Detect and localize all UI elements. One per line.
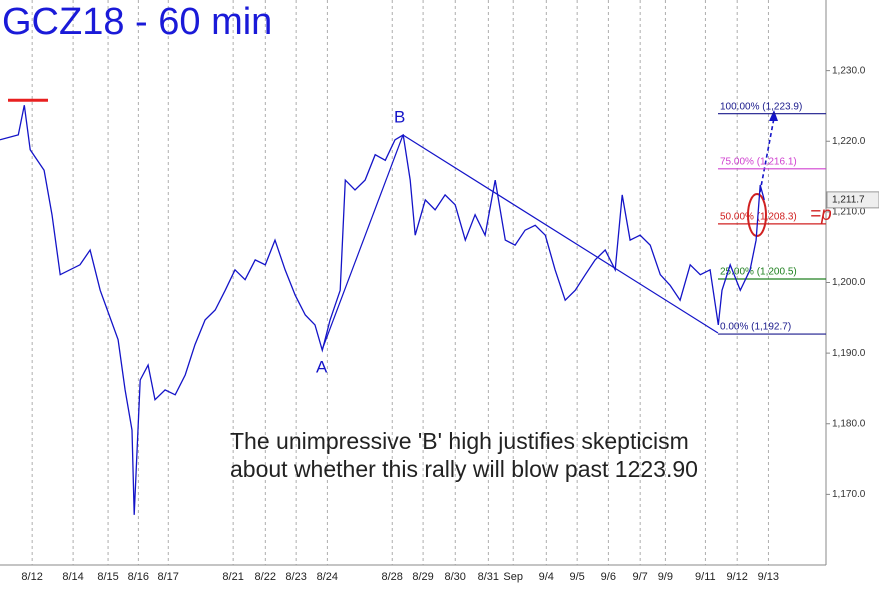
y-tick-label: 1,230.0 — [832, 65, 866, 76]
x-tick-label: 9/11 — [695, 571, 716, 583]
x-tick-label: 8/29 — [412, 571, 433, 583]
wave-label: A — [316, 357, 328, 376]
x-tick-label: 8/21 — [222, 571, 243, 583]
chart-title: GCZ18 - 60 min — [2, 1, 272, 43]
x-tick-label: 8/17 — [158, 571, 179, 583]
x-tick-label: 8/12 — [21, 571, 42, 583]
y-tick-label: 1,180.0 — [832, 418, 866, 429]
level-label: 75.00% (1,216.1) — [720, 156, 797, 167]
wave-label: B — [394, 107, 405, 126]
p-label: =p — [810, 204, 832, 225]
x-tick-label: 8/28 — [381, 571, 402, 583]
projection-arrow — [759, 117, 775, 193]
y-tick-label: 1,170.0 — [832, 489, 866, 500]
x-tick-label: 9/7 — [632, 571, 647, 583]
x-tick-label: Sep — [503, 571, 523, 583]
x-tick-label: 9/9 — [658, 571, 673, 583]
level-label: 25.00% (1,200.5) — [720, 267, 797, 278]
last-price-tag — [826, 191, 879, 209]
arrow-head — [769, 110, 778, 121]
price-line — [0, 105, 765, 515]
y-tick-label: 1,190.0 — [832, 348, 866, 359]
x-tick-label: 9/5 — [569, 571, 584, 583]
y-tick-label: 1,210.0 — [832, 207, 866, 218]
x-tick-label: 8/16 — [128, 571, 149, 583]
y-tick-label: 1,200.0 — [832, 277, 866, 288]
wave-line — [321, 134, 404, 351]
x-tick-label: 9/4 — [539, 571, 554, 583]
x-tick-label: 8/31 — [478, 571, 499, 583]
x-tick-label: 9/12 — [726, 571, 747, 583]
x-tick-label: 9/6 — [601, 571, 616, 583]
x-tick-label: 8/14 — [62, 571, 83, 583]
x-tick-label: 8/15 — [97, 571, 118, 583]
x-tick-label: 8/24 — [317, 571, 338, 583]
note: The unimpressive 'B' high justifies skep… — [230, 428, 689, 454]
last-price-label: 1,211.7 — [832, 195, 865, 206]
x-tick-label: 8/30 — [445, 571, 466, 583]
note: about whether this rally will blow past … — [230, 456, 698, 482]
x-tick-label: 8/22 — [255, 571, 276, 583]
x-tick-label: 8/23 — [285, 571, 306, 583]
level-label: 0.00% (1,192.7) — [720, 322, 791, 333]
y-tick-label: 1,220.0 — [832, 136, 866, 147]
x-tick-label: 9/13 — [758, 571, 779, 583]
wave-line — [402, 134, 719, 334]
level-label: 100.00% (1,223.9) — [720, 101, 802, 112]
